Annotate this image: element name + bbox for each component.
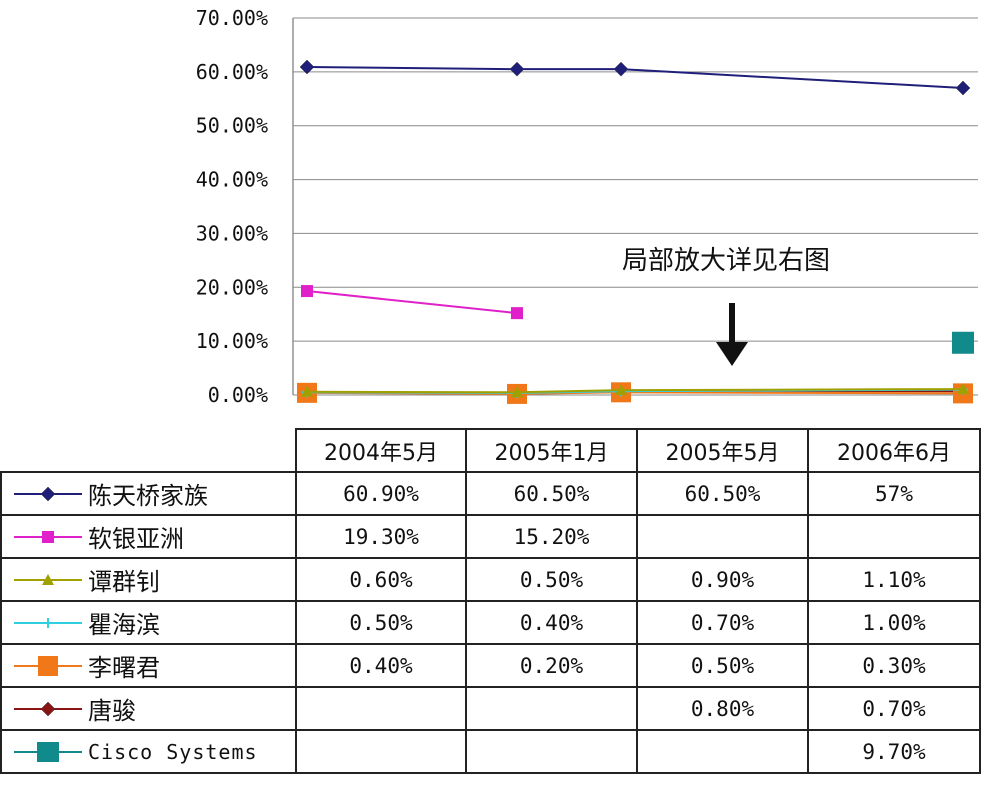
data-point	[38, 655, 58, 676]
data-cell: 1.10%	[807, 557, 981, 602]
data-cell	[636, 729, 809, 774]
data-point	[957, 383, 969, 395]
data-point	[511, 386, 523, 398]
data-cell: 0.70%	[807, 686, 981, 731]
data-cell: 0.70%	[636, 600, 809, 645]
legend-cell: 软银亚洲	[0, 514, 297, 559]
data-cell: 0.40%	[295, 643, 467, 688]
data-cell: 19.30%	[295, 514, 467, 559]
table-corner	[1, 429, 297, 473]
data-cell: 0.20%	[465, 643, 638, 688]
data-cell: 0.30%	[807, 643, 981, 688]
legend-key-icon	[14, 741, 82, 762]
y-tick-label: 0.00%	[208, 383, 268, 407]
data-point	[613, 61, 629, 77]
legend-cell: 谭群钊	[0, 557, 297, 602]
series-line	[306, 66, 964, 90]
series-line	[306, 388, 964, 394]
data-point	[615, 384, 627, 396]
table-row: 软银亚洲 19.30% 15.20%	[0, 514, 981, 559]
data-cell: 0.60%	[295, 557, 467, 602]
data-point	[40, 701, 56, 716]
data-point	[42, 573, 54, 585]
legend-cell: 陈天桥家族	[0, 471, 297, 516]
data-cell	[295, 729, 467, 774]
data-point	[955, 80, 971, 96]
legend-label: Cisco Systems	[88, 739, 258, 764]
data-cell: 15.20%	[465, 514, 638, 559]
y-tick-label: 70.00%	[196, 6, 268, 30]
y-tick-label: 50.00%	[196, 114, 268, 138]
line-chart: 70.00% 60.00% 50.00% 40.00% 30.00% 20.00% 10.0…	[196, 6, 978, 407]
data-point	[511, 307, 523, 320]
legend-label: 软银亚洲	[88, 525, 184, 553]
table-row: 陈天桥家族 60.90% 60.50% 60.50% 57%	[0, 471, 981, 516]
data-cell: 0.40%	[465, 600, 638, 645]
legend-label: 谭群钊	[88, 568, 160, 596]
data-cell	[807, 514, 981, 559]
data-point	[40, 486, 56, 501]
data-cell	[465, 729, 638, 774]
y-tick-label: 30.00%	[196, 221, 268, 245]
data-cell: 9.70%	[807, 729, 981, 774]
series-谭群钊	[301, 383, 969, 398]
data-point	[301, 285, 313, 298]
data-cell: 0.50%	[636, 643, 809, 688]
legend-label: 李曙君	[88, 654, 160, 682]
data-cell: 0.80%	[636, 686, 809, 731]
legend-key-icon	[14, 655, 82, 676]
table-row: 瞿海滨 0.50% 0.40% 0.70% 1.00%	[0, 600, 981, 645]
data-cell	[636, 514, 809, 559]
series-陈天桥家族	[299, 59, 971, 96]
legend-key-icon	[14, 573, 82, 585]
data-point	[509, 61, 525, 77]
data-cell	[295, 686, 467, 731]
series-软银亚洲	[301, 285, 523, 320]
data-point	[952, 331, 974, 354]
legend-label: 陈天桥家族	[88, 482, 208, 510]
data-table: 2004年5月 2005年1月 2005年5月 2006年6月 陈天桥家族 60.90% 6…	[0, 428, 981, 774]
legend-key-icon	[14, 617, 82, 628]
data-cell: 0.50%	[295, 600, 467, 645]
arrow-shaft	[729, 303, 735, 345]
table-row: 唐骏 0.80% 0.70%	[0, 686, 981, 731]
legend-cell: 李曙君	[0, 643, 297, 688]
table-row: 李曙君 0.40% 0.20% 0.50% 0.30%	[0, 643, 981, 688]
column-header: 2006年6月	[807, 428, 981, 473]
data-cell: 60.50%	[636, 471, 809, 516]
legend-key-icon	[14, 530, 82, 543]
legend-label: 唐骏	[88, 697, 136, 725]
data-cell: 60.50%	[465, 471, 638, 516]
column-header: 2005年5月	[636, 428, 809, 473]
data-cell: 0.90%	[636, 557, 809, 602]
y-tick-label: 20.00%	[196, 275, 268, 299]
data-point	[43, 617, 53, 628]
column-header: 2005年1月	[465, 428, 638, 473]
legend-key-icon	[14, 701, 82, 716]
down-arrow-icon	[716, 342, 748, 366]
data-cell: 60.90%	[295, 471, 467, 516]
column-header: 2004年5月	[295, 428, 467, 473]
y-tick-label: 40.00%	[196, 168, 268, 192]
annotation-text: 局部放大详见右图	[622, 246, 830, 276]
legend-cell: 瞿海滨	[0, 600, 297, 645]
data-cell: 57%	[807, 471, 981, 516]
table-row: Cisco Systems 9.70%	[0, 729, 981, 774]
data-cell: 1.00%	[807, 600, 981, 645]
series-Cisco Systems	[952, 331, 974, 354]
series-line	[306, 290, 518, 315]
data-cell	[465, 686, 638, 731]
data-point	[301, 385, 313, 397]
legend-key-icon	[14, 486, 82, 501]
y-tick-label: 10.00%	[196, 329, 268, 353]
data-point	[42, 530, 54, 543]
table-row: 谭群钊 0.60% 0.50% 0.90% 1.10%	[0, 557, 981, 602]
legend-cell: Cisco Systems	[0, 729, 297, 774]
data-point	[299, 59, 315, 75]
y-tick-label: 60.00%	[196, 60, 268, 84]
data-point	[37, 741, 59, 762]
legend-cell: 唐骏	[0, 686, 297, 731]
data-cell: 0.50%	[465, 557, 638, 602]
legend-label: 瞿海滨	[88, 611, 160, 639]
